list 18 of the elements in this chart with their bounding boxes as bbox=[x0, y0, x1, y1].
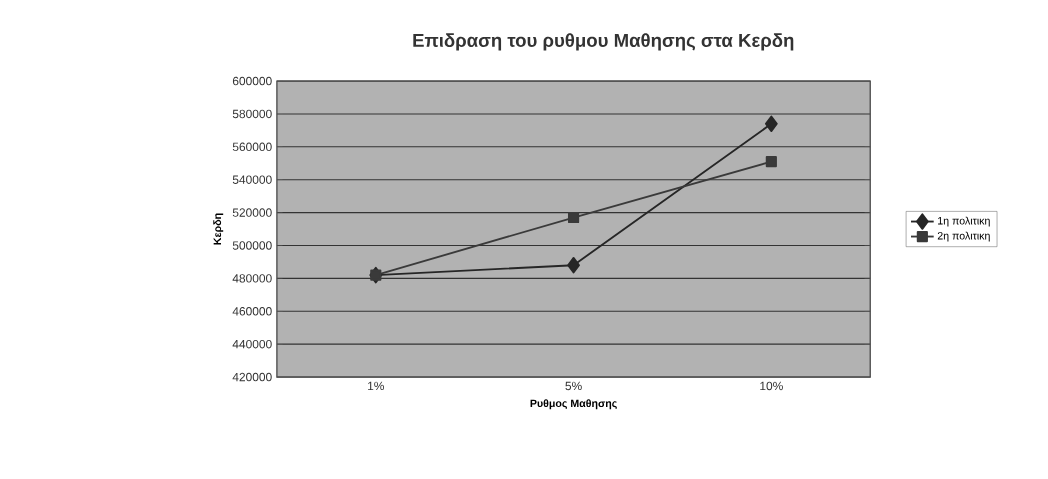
y-tick-label: 460000 bbox=[232, 307, 272, 316]
legend-label: 1η πολιτικη bbox=[938, 216, 990, 227]
x-tick-label: 5% bbox=[565, 381, 582, 391]
y-tick-label: 500000 bbox=[232, 241, 272, 250]
x-axis-title: Ρυθμος Μαθησης bbox=[530, 399, 617, 410]
y-tick-label: 420000 bbox=[232, 372, 272, 382]
chart-title: Επιδραση του ρυθμου Μαθησης στα Κερδη bbox=[413, 33, 794, 51]
y-tick-label: 520000 bbox=[232, 208, 272, 217]
y-tick-label: 480000 bbox=[232, 274, 272, 283]
y-tick-label: 560000 bbox=[232, 142, 272, 152]
y-tick-label: 540000 bbox=[232, 175, 272, 184]
x-tick-label: 10% bbox=[760, 381, 783, 391]
y-tick-label: 600000 bbox=[232, 76, 272, 86]
y-tick-label: 440000 bbox=[232, 339, 272, 349]
y-tick-label: 580000 bbox=[232, 109, 272, 119]
legend-label: 2η πολιτικη bbox=[937, 231, 990, 242]
x-tick-label: 1% bbox=[368, 381, 384, 391]
y-axis-title: Κερδη bbox=[213, 213, 224, 245]
